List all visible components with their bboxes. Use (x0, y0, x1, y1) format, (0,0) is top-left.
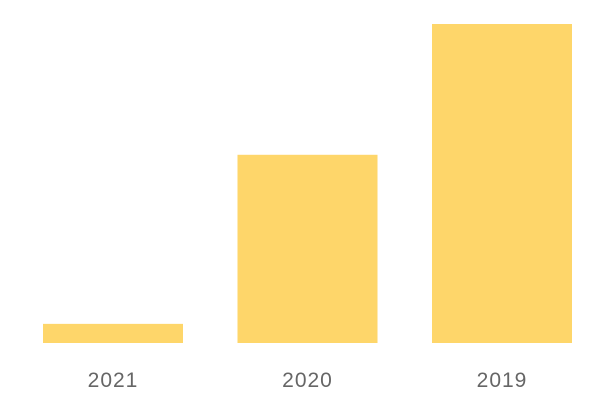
x-tick-label: 2019 (477, 369, 528, 392)
bar-2019 (432, 24, 572, 343)
x-tick-label: 2020 (282, 369, 333, 392)
x-tick-label: 2021 (88, 369, 139, 392)
bar-2020 (237, 154, 378, 343)
bar-2021 (43, 323, 183, 343)
